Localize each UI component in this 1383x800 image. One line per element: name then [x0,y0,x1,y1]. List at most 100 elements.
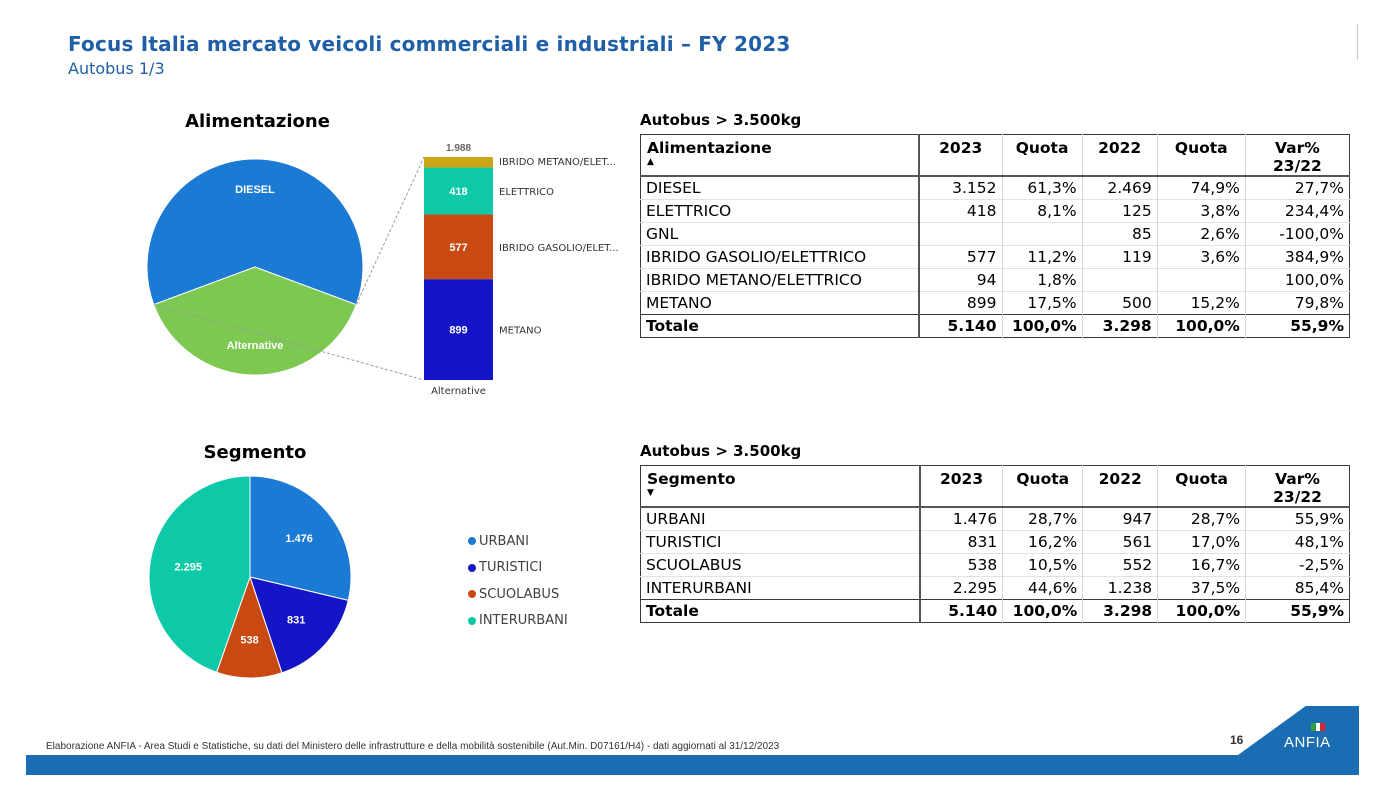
cell-value: 85 [1082,222,1158,246]
table-row: INTERURBANI 2.295 44,6% 1.238 37,5% 85,4% [640,576,1350,600]
cell-label: DIESEL [640,175,920,200]
sort-descending-icon[interactable]: ▼ [647,488,654,498]
cell-value: 100,0% [1245,268,1350,292]
bar-total-label: 1.988 [446,143,471,154]
bar-category-label: Alternative [431,386,486,397]
cell-value: -2,5% [1245,553,1350,577]
legend-swatch [468,563,476,572]
bar-value-label: 899 [449,325,467,337]
legend-label: INTERURBANI [479,613,568,629]
cell-value: 3.298 [1082,314,1158,338]
cell-value: 3,8% [1157,199,1246,223]
cell-value: 119 [1082,245,1158,269]
bar-segment-label: IBRIDO METANO/ELET... [499,157,616,168]
pie-label-alternative: Alternative [227,340,284,352]
legend-label: SCUOLABUS [479,586,560,602]
legend-label: URBANI [479,533,529,549]
column-header-2022[interactable]: 2022 [1082,465,1159,507]
table-row: IBRIDO METANO/ELETTRICO 94 1,8% 100,0% [640,268,1350,292]
table-row: TURISTICI 831 16,2% 561 17,0% 48,1% [640,530,1350,554]
cell-label: Totale [640,599,921,623]
cell-value: 17,5% [1002,291,1083,315]
cell-value: 5.140 [919,599,1004,623]
cell-label: ELETTRICO [640,199,920,223]
legend-item-urbani: URBANI [468,528,568,555]
legend-swatch [468,590,476,599]
pie-value-label: 2.295 [174,562,202,574]
chart-title-segmento: Segmento [203,442,307,463]
cell-value: 15,2% [1157,291,1246,315]
cell-value: 100,0% [1002,599,1084,623]
cell-value: 94 [918,268,1003,292]
legend-item-scuolabus: SCUOLABUS [468,581,568,608]
bar-segment-label: ELETTRICO [499,187,554,198]
chart-title-alimentazione: Alimentazione [185,111,330,132]
cell-value: 37,5% [1157,576,1247,600]
cell-value: 10,5% [1002,553,1084,577]
cell-value: 3.152 [918,175,1003,200]
table-row: SCUOLABUS 538 10,5% 552 16,7% -2,5% [640,553,1350,577]
table-total-row: Totale 5.140 100,0% 3.298 100,0% 55,9% [640,599,1350,623]
column-header-segmento[interactable]: Segmento ▼ [640,465,921,507]
cell-value: 2,6% [1157,222,1246,246]
cell-value: 17,0% [1157,530,1247,554]
table-row: METANO 899 17,5% 500 15,2% 79,8% [640,291,1350,315]
legend-item-interurbani: INTERURBANI [468,608,568,635]
connector-line-bottom [153,304,425,381]
cell-value [1157,268,1246,292]
cell-label: METANO [640,291,920,315]
pie-slice-diesel [146,158,364,306]
cell-value: 16,2% [1002,530,1084,554]
cell-value: 55,9% [1245,506,1350,531]
cell-value: 55,9% [1245,599,1350,623]
cell-value: 61,3% [1002,175,1083,200]
table-total-row: Totale 5.140 100,0% 3.298 100,0% 55,9% [640,314,1350,338]
table-row: GNL 85 2,6% -100,0% [640,222,1350,246]
column-header-2023[interactable]: 2023 [918,134,1003,176]
legend-segmento: URBANI TURISTICI SCUOLABUS INTERURBANI [468,528,568,634]
legend-swatch [468,537,476,546]
cell-value: 418 [918,199,1003,223]
pie-slice-interurbani [148,475,251,673]
bar-segment-label: IBRIDO GASOLIO/ELET... [499,243,619,254]
column-header-quota-2023[interactable]: Quota [1002,134,1083,176]
bar-segment-label: METANO [499,326,542,337]
cell-value: 384,9% [1245,245,1350,269]
cell-label: IBRIDO GASOLIO/ELETTRICO [640,245,920,269]
column-header-label: Alimentazione [647,139,772,157]
column-header-var[interactable]: Var% 23/22 [1273,470,1322,506]
bar-value-label: 418 [449,186,467,198]
cell-value: 577 [918,245,1003,269]
cell-value: 947 [1082,506,1159,531]
table-row: IBRIDO GASOLIO/ELETTRICO 577 11,2% 119 3,6% 3… [640,245,1350,269]
cell-value: 11,2% [1002,245,1083,269]
cell-value: 85,4% [1245,576,1350,600]
table-row: URBANI 1.476 28,7% 947 28,7% 55,9% [640,506,1350,531]
cell-value: 28,7% [1157,506,1247,531]
column-header-quota-2022[interactable]: Quota [1157,134,1246,176]
cell-value: 561 [1082,530,1159,554]
cell-value: 552 [1082,553,1159,577]
cell-label: URBANI [640,506,921,531]
column-header-2022[interactable]: 2022 [1082,134,1158,176]
table-alimentazione: Alimentazione ▲ 2023 Quota 2022 Quota Var… [640,134,1350,338]
cell-value: 28,7% [1002,506,1084,531]
table-row: ELETTRICO 418 8,1% 125 3,8% 234,4% [640,199,1350,223]
cell-value: 538 [919,553,1004,577]
pie-value-label: 538 [240,635,258,647]
cell-value: 55,9% [1245,314,1350,338]
column-header-alimentazione[interactable]: Alimentazione ▲ [640,134,920,176]
bar-segment-1 [424,214,493,280]
cell-value: 27,7% [1245,175,1350,200]
column-header-2023[interactable]: 2023 [919,465,1004,507]
cell-value: 831 [919,530,1004,554]
cell-label: TURISTICI [640,530,921,554]
cell-value: 1.238 [1082,576,1159,600]
sort-ascending-icon[interactable]: ▲ [647,157,654,167]
pie-label-diesel: DIESEL [235,184,275,196]
page-subtitle: Autobus 1/3 [68,59,165,78]
column-header-quota-2023[interactable]: Quota [1002,465,1084,507]
cell-value: 100,0% [1157,314,1246,338]
column-header-var[interactable]: Var% 23/22 [1273,139,1322,175]
column-header-quota-2022[interactable]: Quota [1157,465,1247,507]
